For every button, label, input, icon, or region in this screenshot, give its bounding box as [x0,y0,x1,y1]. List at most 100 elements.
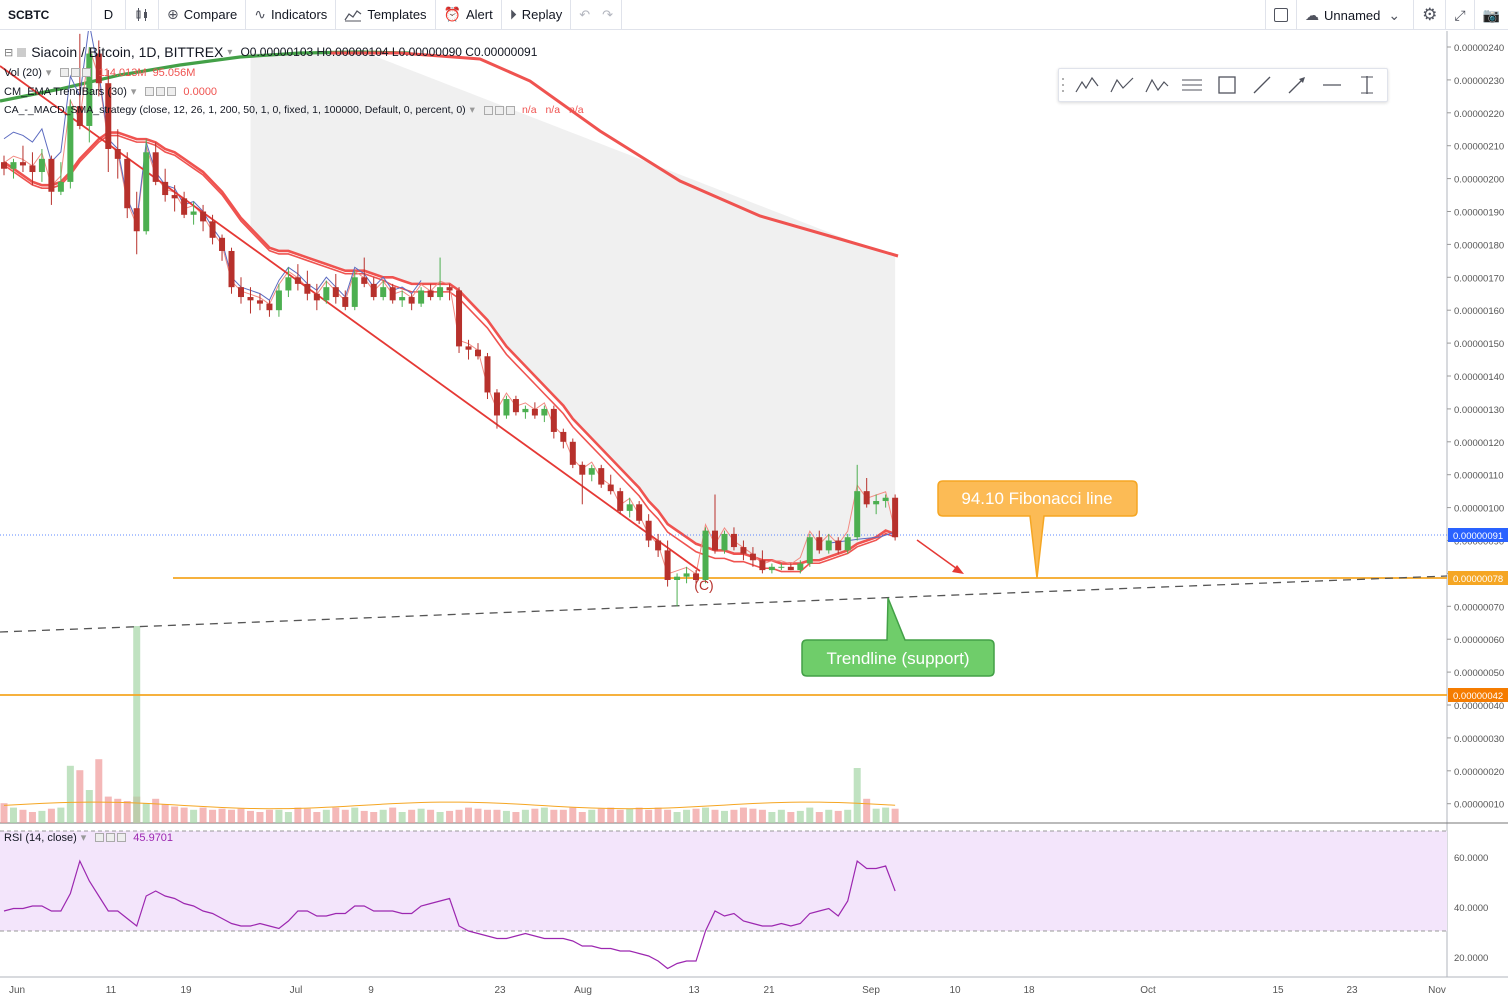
rectangle-tool[interactable] [1209,69,1244,101]
chevron-down-icon[interactable]: ▾ [45,67,52,79]
chart-canvas[interactable]: 0.00000240 0.00000230 0.00000220 0.00000210… [0,23,1508,1001]
drag-handle[interactable] [1059,69,1069,101]
candle-down [550,408,557,432]
symbol-search[interactable]: SCBTC [0,0,92,30]
volume-bar [787,812,795,823]
chevron-down-icon[interactable]: ▾ [80,832,87,844]
chevron-down-icon[interactable]: ▾ [130,86,137,98]
indicators-label: Indicators [270,7,328,22]
volume-bar [133,626,141,823]
fullscreen-button[interactable]: ⤢ [1446,0,1475,30]
volume-bar [664,809,672,823]
candle-down [266,303,273,311]
candle-down [484,356,491,393]
vertical-line-tool[interactable] [1349,69,1384,101]
candle-down [787,566,794,571]
alert-label: Alert [466,7,493,22]
candle-down [598,468,605,485]
volume-bar [95,759,103,823]
volume-bar [360,810,368,823]
redo-icon[interactable]: ↷ [602,6,614,22]
candle-down [730,533,737,548]
candle-up [854,491,861,538]
volume-bar [483,809,491,823]
volume-bar [768,812,776,823]
volume-bar [825,809,833,823]
volume-bar [19,809,27,823]
alert-button[interactable]: ⏰ Alert [436,0,502,30]
eye-icon[interactable] [60,68,70,77]
fullscreen-layout-button[interactable] [1265,0,1297,30]
gear-icon[interactable] [494,105,504,115]
layout-name-button[interactable]: ☁ Unnamed ⌄ [1297,0,1415,30]
price-tick-label: 0.00000100 [1454,504,1504,515]
close-icon[interactable] [82,68,92,77]
candle-down [105,83,112,149]
replay-button[interactable]: ⏵ Replay [502,0,572,30]
chevron-down-icon[interactable]: ▾ [469,104,475,116]
candle-up [67,106,74,182]
time-tick-label: 13 [688,985,700,996]
close-icon[interactable] [117,833,127,842]
volume-bar [597,808,605,823]
volume-ma-line [3,801,896,810]
fib-price-label-bg [1448,571,1508,585]
chart-area[interactable]: 0.00000240 0.00000230 0.00000220 0.00000210… [0,23,1508,1001]
volume-bar [853,768,861,823]
chart-type-button[interactable] [126,0,159,30]
volume-bar [815,812,823,823]
price-tick-label: 0.00000070 [1454,602,1504,613]
collapse-icon[interactable]: ⊟ [4,46,14,59]
horizontal-ray-tool[interactable] [1314,69,1349,101]
volume-bar [370,812,378,823]
candle-up [351,277,358,307]
gear-icon[interactable] [156,87,166,96]
expand-icon: ⤢ [1454,6,1466,23]
price-tick-label: 0.00000180 [1454,240,1504,251]
volume-label: Vol (20) [4,66,42,79]
volume-bar [265,809,273,823]
close-icon[interactable] [505,105,515,115]
eye-icon[interactable] [483,105,493,115]
elliott-correction-tool[interactable] [1104,69,1139,101]
price-tick-label: 0.00000050 [1454,668,1504,679]
templates-button[interactable]: Templates [336,0,436,30]
trendline-tool[interactable] [1244,69,1279,101]
volume-bar [57,807,65,823]
eye-icon[interactable] [145,87,155,96]
candle-down [152,152,159,182]
indicators-button[interactable]: ∿ Indicators [246,0,337,30]
volume-bar [616,809,624,823]
gear-icon[interactable] [106,833,116,842]
volume-bar [720,810,728,823]
volume-bar [379,809,387,823]
undo-icon[interactable]: ↶ [579,6,591,22]
candle-down [531,408,538,416]
chevron-down-icon[interactable]: ▾ [227,46,233,58]
replay-label: Replay [521,7,563,22]
candle-down [95,53,102,84]
candle-down [219,237,226,251]
gear-icon[interactable] [71,68,81,77]
candle-down [579,464,586,475]
elliott-impulse-tool[interactable] [1069,69,1104,101]
price-tick-label: 0.00000170 [1454,273,1504,284]
candle-down [465,346,472,350]
price-tick-label: 0.00000010 [1454,800,1504,811]
settings-button[interactable]: ⚙ [1414,0,1447,30]
eye-icon[interactable] [95,833,105,842]
snapshot-button[interactable]: 📷 [1475,0,1508,30]
compare-button[interactable]: ⊕ Compare [159,0,247,30]
elliott-triangle-tool[interactable] [1139,69,1174,101]
rsi-tick-label: 40.0000 [1454,903,1488,914]
close-icon[interactable] [167,87,177,96]
volume-bar [540,807,548,823]
candle-down [816,537,823,551]
horizontal-lines-tool[interactable] [1174,69,1209,101]
interval-button[interactable]: D [92,0,126,30]
current-price-label: 0.00000091 [1453,531,1503,542]
arrow-tool[interactable] [1279,69,1314,101]
candle-up [683,573,690,577]
candle-up [418,290,425,304]
candle-up [190,211,197,215]
